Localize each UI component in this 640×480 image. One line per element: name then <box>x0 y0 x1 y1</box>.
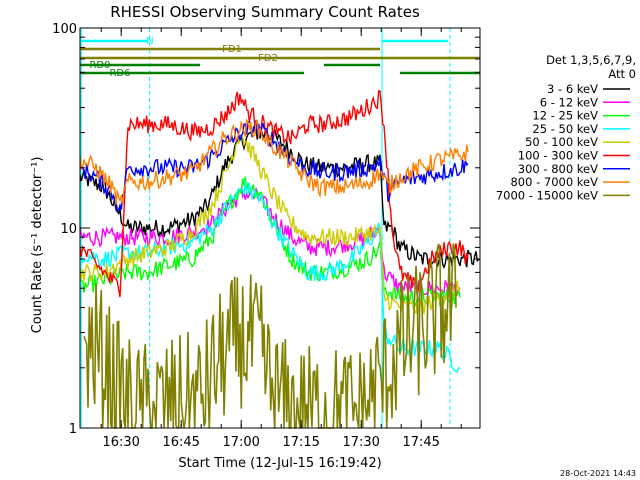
x-tick-label: 16:45 <box>162 435 199 450</box>
series-line <box>79 136 461 315</box>
y-tick-label: 1 <box>69 422 77 437</box>
legend-label: 25 - 50 keV <box>532 122 598 136</box>
x-tick-label: 16:30 <box>102 435 139 450</box>
legend-label: 800 - 7000 keV <box>510 175 598 189</box>
legend-label: 50 - 100 keV <box>525 135 598 149</box>
y-tick-label: 10 <box>60 222 77 237</box>
x-axis: 16:30 16:45 17:00 17:15 17:30 17:45 <box>100 28 462 450</box>
series-line <box>79 120 469 214</box>
x-tick-label: 17:15 <box>282 435 319 450</box>
series-line <box>79 90 469 298</box>
legend-label: 300 - 800 keV <box>518 162 598 176</box>
chart-title: RHESSI Observing Summary Count Rates <box>110 3 420 21</box>
series-line <box>79 176 461 308</box>
series-line <box>79 185 460 298</box>
y-tick-label: 100 <box>52 22 77 37</box>
legend-label: 100 - 300 keV <box>518 149 598 163</box>
y-axis: 1 10 100 <box>52 22 480 437</box>
flag-label-n: N <box>146 36 153 47</box>
legend-label: 6 - 12 keV <box>540 95 598 109</box>
legend-label: 12 - 25 keV <box>532 109 598 123</box>
flag-label-fd1: FD1 <box>222 44 242 55</box>
y-axis-label: Count Rate (s⁻¹ detector⁻¹) <box>30 157 45 334</box>
legend-header-1: Det 1,3,5,6,7,9, <box>546 53 636 67</box>
x-tick-label: 17:00 <box>222 435 259 450</box>
series-line <box>83 243 457 429</box>
x-tick-label: 17:45 <box>402 435 439 450</box>
flag-label-fd2: FD2 <box>258 53 278 64</box>
timestamp: 28-Oct-2021 14:43 <box>560 469 636 478</box>
series-line <box>79 118 469 205</box>
flag-label-rd0: RD0 <box>89 60 110 71</box>
flag-label-rd6: RD6 <box>109 68 130 79</box>
legend-header-2: Att 0 <box>608 67 636 81</box>
legend-label: 7000 - 15000 keV <box>496 188 598 202</box>
x-tick-label: 17:30 <box>342 435 379 450</box>
legend-label: 3 - 6 keV <box>547 82 598 96</box>
series-line <box>79 123 481 270</box>
x-axis-label: Start Time (12-Jul-15 16:19:42) <box>178 456 381 471</box>
